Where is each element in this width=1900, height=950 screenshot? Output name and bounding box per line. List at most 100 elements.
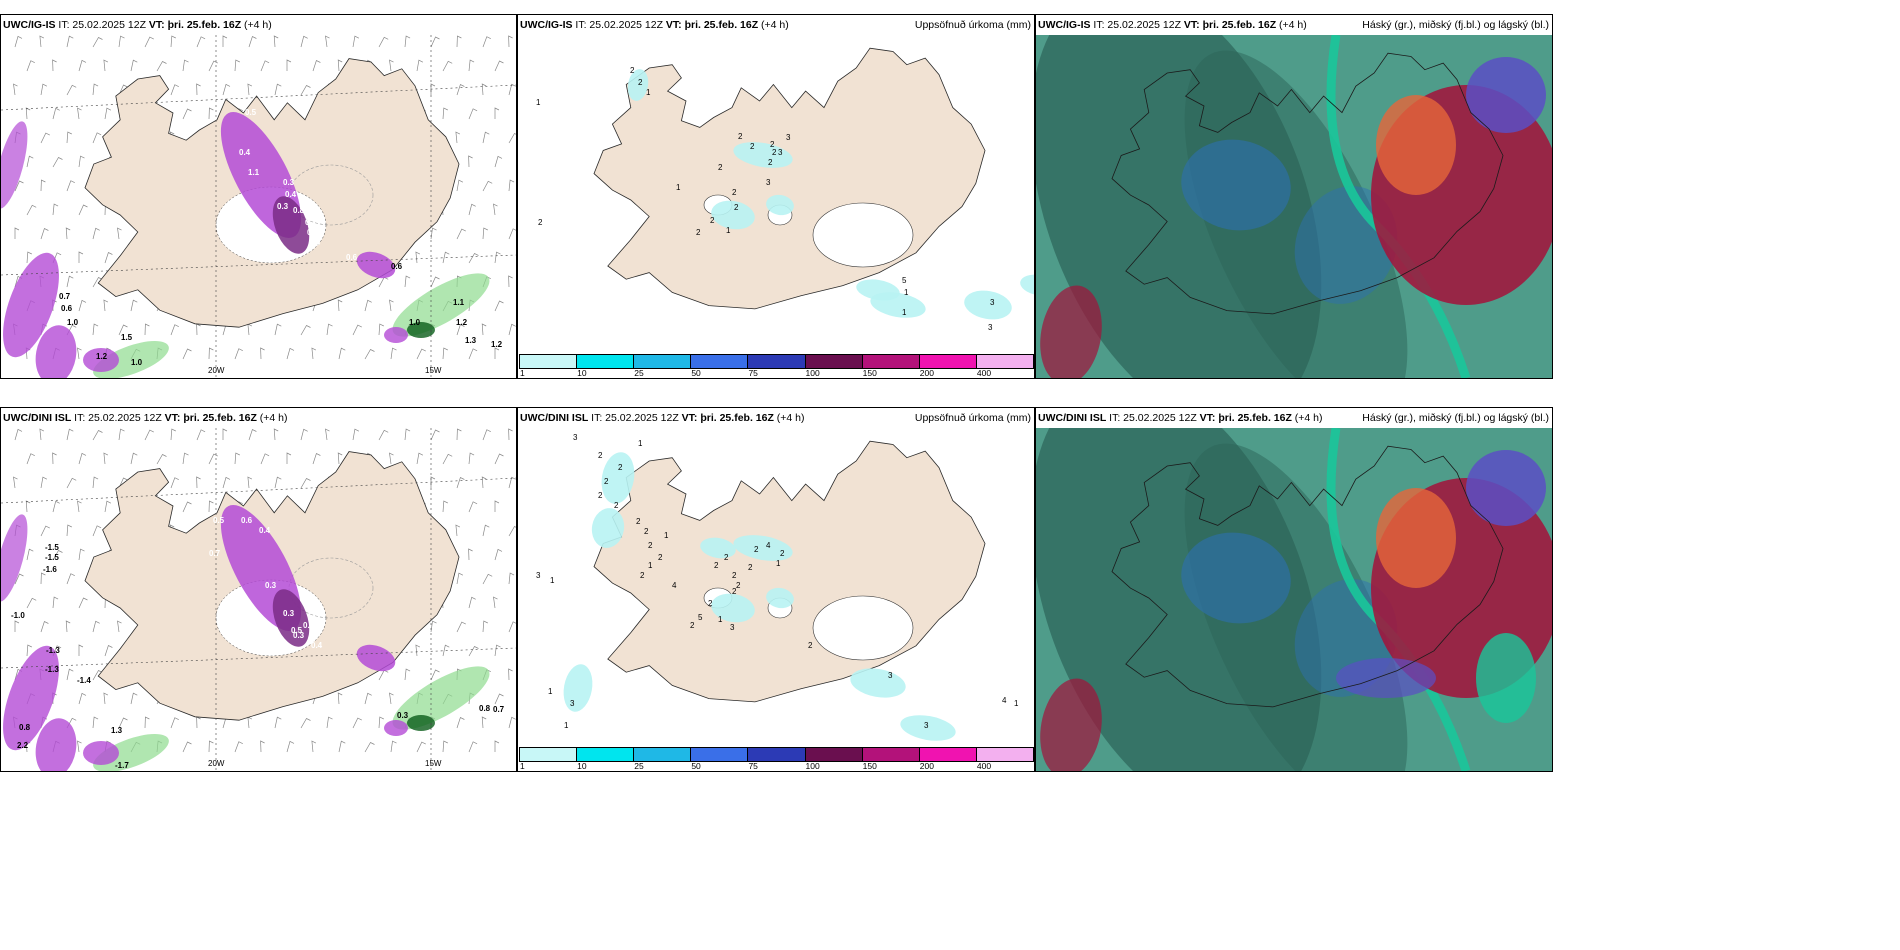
- wind-barb: [430, 669, 440, 681]
- cloud-violet-area: [1466, 57, 1546, 133]
- value-label: 2.2: [17, 741, 29, 750]
- precip-value-label: 1: [726, 226, 731, 235]
- colorbar-swatch: [519, 747, 578, 762]
- precip-colorbar: 1 10 25 50 75 100 150 200 400: [518, 352, 1034, 378]
- wind-barb: [118, 428, 125, 441]
- wind-barb: [39, 35, 45, 48]
- precip-cyan-area: [964, 290, 1012, 320]
- cloud-blue-area: [1181, 532, 1291, 624]
- precip-cyan-area: [627, 69, 649, 101]
- wind-barb: [78, 299, 87, 312]
- colorbar-swatch: [747, 747, 806, 762]
- glacier: [812, 202, 914, 268]
- wind-barb: [274, 83, 282, 96]
- wind-barb: [416, 59, 424, 72]
- wind-barb: [337, 299, 343, 312]
- wind-barb: [364, 692, 372, 705]
- wind-barb: [66, 668, 74, 681]
- wind-barb: [92, 37, 103, 48]
- lon-label: 15W: [425, 759, 442, 768]
- panel-header: UWC/IG-IS IT: 25.02.2025 12Z VT: þri. 25…: [1036, 15, 1552, 35]
- wind-barb: [300, 85, 311, 96]
- value-label: -1.5: [45, 543, 59, 552]
- valid-time-label: VT:: [1199, 412, 1216, 424]
- value-label: 0.6: [241, 516, 253, 525]
- precip-cyan-area: [563, 664, 593, 712]
- wind-barb: [442, 107, 448, 120]
- wind-barb: [416, 741, 426, 753]
- value-label: 0.3: [283, 609, 295, 618]
- precip-deep-magenta-area: [272, 589, 310, 647]
- wind-barb: [468, 548, 473, 561]
- wind-barb: [286, 740, 295, 753]
- model-name: UWC/DINI ISL: [1038, 412, 1107, 424]
- wind-barb: [311, 740, 317, 753]
- wind-barb: [312, 453, 321, 465]
- value-label: 0.3: [301, 591, 313, 600]
- wind-barb: [144, 716, 150, 729]
- hatch-area: [288, 557, 374, 619]
- wind-barb: [364, 299, 372, 312]
- wind-barb: [130, 692, 138, 705]
- precip-value-label: 3: [786, 133, 791, 142]
- wind-barb: [442, 251, 450, 264]
- wind-barb: [481, 323, 487, 336]
- value-label: 0.7: [493, 705, 505, 714]
- wind-barb: [222, 428, 228, 440]
- precip-magenta-area: [35, 718, 77, 771]
- wind-barb: [389, 452, 394, 465]
- model-name: UWC/IG-IS: [3, 19, 56, 31]
- precip-value-label: 2: [708, 599, 713, 608]
- wind-barb: [14, 620, 20, 632]
- precip-cyan-area: [601, 452, 635, 504]
- wind-barb: [468, 741, 478, 753]
- wind-barb: [14, 573, 24, 585]
- precip-value-label: 2: [598, 451, 603, 460]
- wind-barb: [494, 300, 504, 312]
- valid-time-label: VT:: [665, 19, 682, 31]
- valid-time: þri. 25.feb. 16Z: [684, 19, 759, 31]
- precip-cyan-area: [711, 593, 755, 623]
- wind-barb: [468, 596, 476, 609]
- wind-barb: [66, 84, 77, 96]
- wind-barb: [352, 324, 362, 336]
- precip-cyan-area: [1020, 274, 1034, 296]
- precip-green-area: [392, 273, 490, 337]
- wind-barb: [442, 60, 453, 72]
- wind-barb: [144, 429, 154, 441]
- cloud-map: [1036, 428, 1552, 771]
- wind-barb: [77, 500, 82, 513]
- wind-barb: [208, 107, 214, 120]
- cloud-violet-area: [1466, 450, 1546, 526]
- wind-barb: [456, 621, 466, 633]
- colorbar-label: 75: [748, 761, 758, 771]
- wind-barb: [456, 477, 465, 489]
- valid-time-label: VT:: [148, 19, 165, 31]
- model-name: UWC/IG-IS: [520, 19, 573, 31]
- wind-barb: [468, 203, 476, 216]
- wind-barb: [300, 428, 308, 441]
- wind-barb: [404, 668, 411, 681]
- wind-barb: [468, 253, 479, 264]
- wind-barb: [508, 83, 516, 96]
- cloud-orange-area: [1376, 95, 1456, 195]
- wind-barb: [14, 180, 24, 192]
- precip-value-label: 1: [564, 721, 569, 730]
- wind-barb: [40, 525, 50, 537]
- precip-value-label: 5: [698, 613, 703, 622]
- wind-barb: [117, 227, 122, 240]
- wind-barb: [103, 299, 109, 312]
- wind-barb: [416, 348, 426, 360]
- value-label: 1.0: [409, 318, 421, 327]
- colorbar-label: 150: [862, 368, 877, 378]
- precip-value-label: 1: [548, 687, 553, 696]
- model-name: UWC/IG-IS: [1038, 19, 1091, 31]
- wind-barb: [26, 204, 37, 216]
- panel-bottom-wind: UWC/DINI ISL IT: 25.02.2025 12Z VT: þri.…: [0, 407, 517, 772]
- value-label: 1.3: [111, 726, 123, 735]
- wind-barb: [456, 428, 462, 441]
- wind-barb: [248, 429, 257, 441]
- wind-barb: [118, 84, 128, 96]
- precip-value-label: 2: [604, 477, 609, 486]
